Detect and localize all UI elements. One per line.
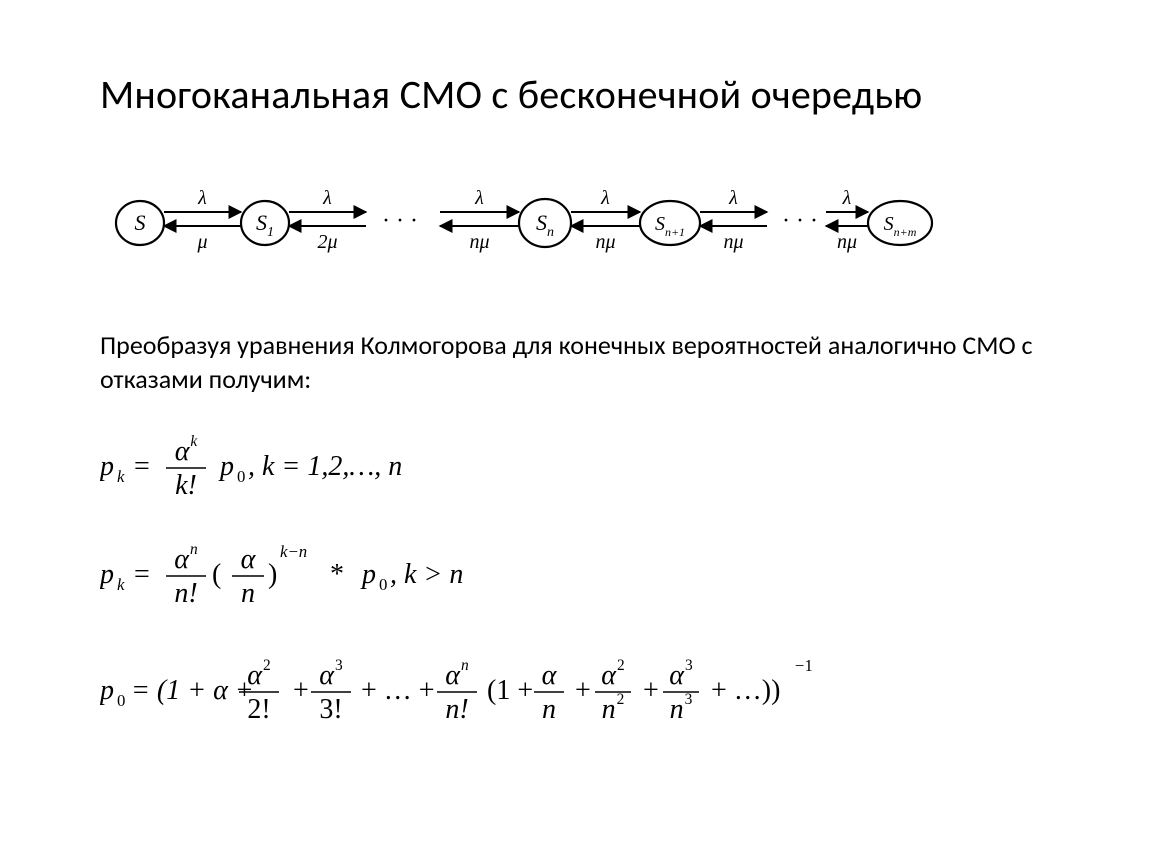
svg-text:p: p	[100, 451, 114, 482]
svg-text:+: +	[643, 675, 659, 706]
svg-text:nμ: nμ	[469, 231, 489, 253]
svg-text:0: 0	[379, 575, 387, 594]
svg-text:p: p	[218, 451, 234, 482]
svg-text:α3: α3	[669, 657, 693, 691]
svg-text:(1 +: (1 +	[487, 675, 533, 706]
svg-text:+: +	[575, 675, 591, 706]
svg-text:= (1 + α +: = (1 + α +	[131, 675, 254, 706]
svg-text:, k = 1,2,…, n: , k = 1,2,…, n	[248, 451, 402, 482]
svg-text:n!: n!	[445, 694, 468, 725]
svg-text:p: p	[100, 675, 114, 706]
slide: Многоканальная СМО с бесконечной очередь…	[0, 0, 1150, 864]
svg-text:μ: μ	[196, 231, 207, 253]
body-paragraph: Преобразуя уравнения Колмогорова для кон…	[100, 329, 1060, 397]
svg-text:αk: αk	[175, 433, 199, 467]
svg-text:λ: λ	[197, 187, 207, 209]
svg-text:λ: λ	[728, 187, 738, 209]
svg-text:+: +	[293, 675, 309, 706]
svg-text:p: p	[100, 559, 114, 590]
svg-text:2μ: 2μ	[317, 231, 337, 253]
equation-3: p0= (1 + α + α22! + α33! + … + αnn!(1 + …	[100, 645, 1060, 735]
svg-text:*: *	[330, 559, 344, 590]
svg-text:· · ·: · · ·	[782, 208, 818, 234]
svg-text:+ …)): + …))	[711, 675, 780, 706]
svg-text:αn: αn	[174, 541, 198, 575]
svg-text:α2: α2	[247, 657, 270, 691]
svg-text:=: =	[134, 451, 150, 482]
svg-text:n3: n3	[670, 691, 693, 725]
svg-text:): )	[268, 559, 277, 590]
svg-text:λ: λ	[842, 187, 852, 209]
svg-text:α2: α2	[601, 657, 624, 691]
svg-text:, k > n: , k > n	[390, 559, 463, 590]
svg-text:λ: λ	[474, 187, 484, 209]
svg-text:3!: 3!	[319, 694, 342, 725]
svg-text:nμ: nμ	[595, 231, 615, 253]
svg-text:S: S	[135, 210, 146, 235]
svg-text:2!: 2!	[247, 694, 270, 725]
svg-text:α: α	[542, 660, 558, 691]
svg-text:+ … +: + … +	[361, 675, 435, 706]
svg-text:α3: α3	[319, 657, 343, 691]
svg-text:k!: k!	[175, 470, 197, 501]
svg-text:k−n: k−n	[280, 542, 307, 561]
svg-text:p: p	[360, 559, 376, 590]
svg-text:−1: −1	[795, 656, 813, 675]
svg-text:0: 0	[237, 467, 245, 486]
svg-text:· · ·: · · ·	[382, 208, 418, 234]
slide-title: Многоканальная СМО с бесконечной очередь…	[100, 70, 1060, 120]
svg-text:nμ: nμ	[723, 231, 743, 253]
svg-text:k: k	[117, 575, 125, 594]
svg-text:nμ: nμ	[837, 231, 857, 253]
svg-text:αn: αn	[445, 657, 469, 691]
svg-text:n: n	[542, 694, 556, 725]
state-diagram: λμλ2μλnμλnμλnμλnμSS1SnSn+1Sn+m· · ·· · ·	[100, 168, 1040, 278]
svg-text:α: α	[241, 544, 257, 575]
svg-text:0: 0	[117, 691, 125, 710]
svg-text:n: n	[241, 578, 255, 609]
svg-text:n!: n!	[174, 578, 197, 609]
svg-text:=: =	[134, 559, 150, 590]
svg-text:n2: n2	[602, 691, 625, 725]
equation-1: pk=αkk!p0, k = 1,2,…, n	[100, 433, 1060, 505]
svg-text:(: (	[212, 559, 221, 590]
svg-text:λ: λ	[322, 187, 332, 209]
svg-text:k: k	[117, 467, 125, 486]
equation-2: pk=αnn!(αn)k−n * p0, k > n	[100, 533, 1060, 617]
svg-text:λ: λ	[600, 187, 610, 209]
